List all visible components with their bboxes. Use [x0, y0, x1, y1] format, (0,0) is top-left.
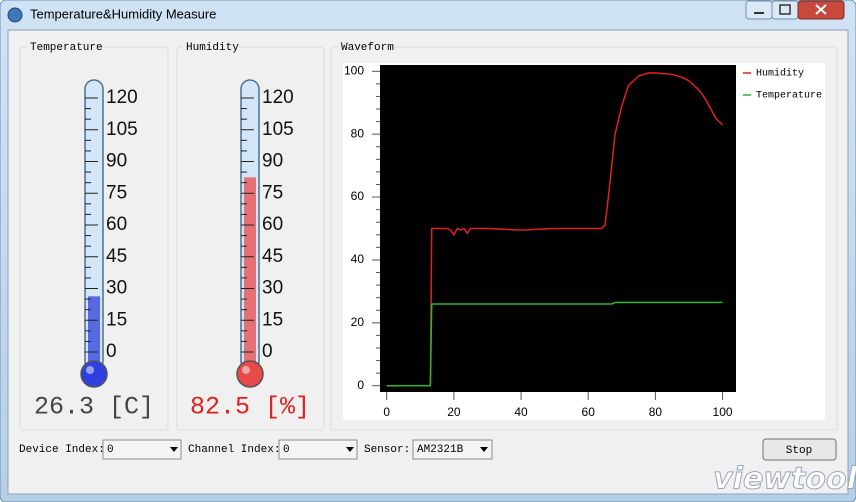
- label-bg: [183, 40, 237, 54]
- tick-label: 120: [106, 87, 138, 108]
- thermometer-bulb: [236, 360, 264, 388]
- group-title: Humidity: [186, 42, 239, 54]
- sensor-label: Sensor:: [364, 444, 410, 456]
- maximize-button[interactable]: [771, 0, 799, 20]
- close-icon: [815, 4, 827, 15]
- reading-label: 26.3 [C]: [34, 393, 154, 422]
- app-icon: [7, 7, 23, 23]
- y-tick-label: 80: [351, 126, 365, 140]
- series-line: [386, 301, 723, 387]
- tick-label: 75: [262, 182, 283, 203]
- sensor-combo[interactable]: [412, 439, 493, 460]
- reading-label: 82.5 [%]: [190, 393, 310, 422]
- tick-label: 90: [106, 151, 127, 172]
- waveform-group: [330, 46, 838, 431]
- tick-label: 0: [262, 341, 273, 362]
- legend-label: Humidity: [756, 68, 804, 80]
- label-bg: [338, 40, 392, 54]
- device-value: 0: [107, 444, 114, 456]
- thermometer-bulb: [80, 360, 108, 388]
- controls: Device Index: 0 Channel Index: 0 Sensor:…: [19, 438, 837, 461]
- tick-label: 90: [262, 151, 283, 172]
- tick-label: 60: [262, 214, 283, 235]
- tick-label: 120: [262, 87, 294, 108]
- bulb-highlight: [242, 366, 250, 374]
- thermometer-fill: [88, 296, 100, 368]
- y-tick-label: 40: [351, 252, 365, 266]
- label-bg: [27, 40, 99, 54]
- minimize-button[interactable]: [745, 0, 773, 20]
- tick-label: 45: [106, 246, 127, 267]
- maximize-icon: [779, 4, 791, 15]
- device-combo[interactable]: [102, 439, 182, 460]
- group-title: Waveform: [341, 42, 394, 54]
- tick-label: 75: [106, 182, 127, 203]
- y-tick-label: 20: [351, 315, 365, 329]
- y-tick-label: 100: [344, 63, 364, 77]
- series-line: [386, 72, 724, 387]
- tick-label: 105: [262, 119, 294, 140]
- y-tick-label: 60: [351, 189, 365, 203]
- thermometer-fill: [244, 177, 256, 368]
- tick-label: 105: [106, 119, 138, 140]
- x-tick-label: 20: [447, 405, 461, 419]
- watermark: viewtool: [713, 462, 856, 497]
- y-tick-label: 0: [357, 378, 364, 392]
- sensor-value: AM2321B: [417, 444, 464, 456]
- combo-arrow: [480, 447, 488, 452]
- bulb-highlight: [86, 366, 94, 374]
- x-tick-label: 0: [383, 405, 390, 419]
- x-tick-label: 100: [713, 405, 733, 419]
- stop-button[interactable]: [762, 438, 837, 461]
- tick-label: 45: [262, 246, 283, 267]
- group-boxes: Temperature Humidity Waveform: [19, 40, 838, 431]
- x-tick-label: 80: [649, 405, 663, 419]
- tick-label: 15: [106, 309, 127, 330]
- window-title: Temperature&Humidity Measure: [30, 6, 216, 21]
- x-tick-label: 60: [582, 405, 596, 419]
- device-label: Device Index:: [19, 444, 105, 456]
- combo-arrow: [170, 447, 178, 452]
- channel-combo[interactable]: [278, 439, 358, 460]
- tick-label: 15: [262, 309, 283, 330]
- group-title: Temperature: [30, 42, 103, 54]
- combo-arrow: [346, 447, 354, 452]
- x-tick-label: 40: [514, 405, 528, 419]
- window-buttons: [745, 0, 845, 20]
- tick-label: 0: [106, 341, 117, 362]
- humidity-group: [176, 46, 325, 431]
- channel-value: 0: [283, 444, 290, 456]
- tick-label: 30: [262, 278, 283, 299]
- tick-label: 30: [106, 278, 127, 299]
- tick-label: 60: [106, 214, 127, 235]
- stop-label: Stop: [786, 445, 812, 457]
- legend-label: Temperature: [756, 91, 822, 102]
- channel-label: Channel Index:: [188, 444, 280, 456]
